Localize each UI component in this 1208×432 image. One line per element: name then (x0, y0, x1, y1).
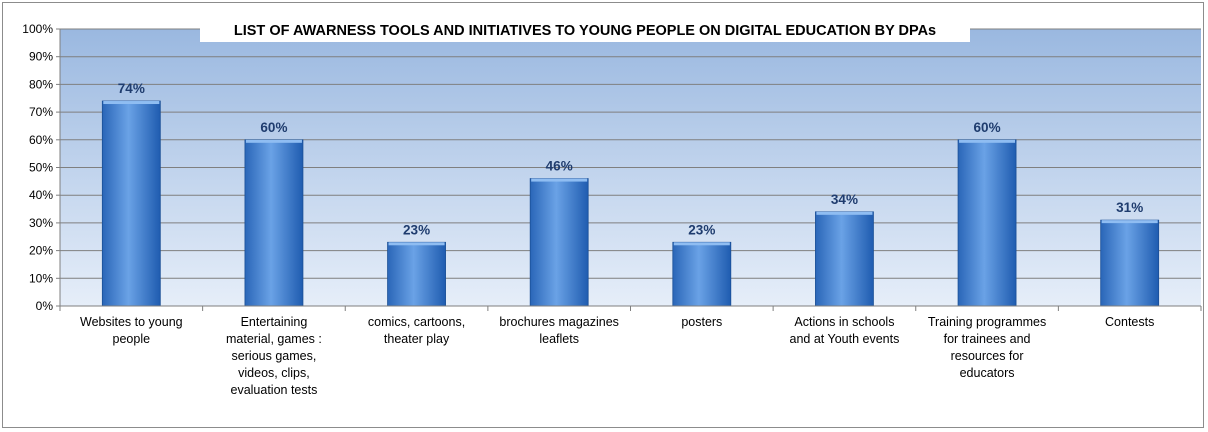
bar-highlight (816, 211, 873, 215)
chart-title: LIST OF AWARNESS TOOLS AND INITIATIVES T… (234, 23, 936, 39)
category-label: Contests (1105, 315, 1154, 329)
bar-highlight (531, 178, 588, 182)
bar (529, 178, 589, 307)
bar (815, 211, 874, 307)
y-tick-label: 10% (29, 271, 53, 285)
bar (1100, 219, 1160, 307)
bar-highlight (1101, 220, 1158, 224)
y-tick-label: 80% (29, 77, 53, 91)
data-label: 60% (974, 120, 1001, 135)
bar-highlight (673, 242, 730, 246)
bar-highlight (245, 139, 302, 143)
bar-highlight (388, 242, 445, 246)
category-label: Websites to young people (80, 315, 183, 346)
bars (101, 100, 1160, 307)
y-axis-ticks: 0% 10% 20% 30% 40% 50% 60% 70% 80% 90% 100% (22, 22, 60, 313)
data-label: 34% (831, 192, 858, 207)
y-tick-label: 50% (29, 161, 53, 175)
bar (101, 100, 161, 307)
y-tick-label: 70% (29, 105, 53, 119)
bar-highlight (103, 101, 160, 105)
bar (387, 241, 446, 307)
category-label: Actions in schools and at Youth events (790, 315, 900, 346)
category-label: brochures magazines leaflets (499, 315, 619, 346)
y-tick-label: 20% (29, 244, 53, 258)
y-tick-label: 90% (29, 50, 53, 64)
x-axis-categories: Websites to young people Entertaining mater… (59, 306, 1202, 397)
data-label: 31% (1116, 200, 1143, 215)
category-label: comics, cartoons, theater play (368, 315, 465, 346)
bar (244, 139, 304, 307)
y-tick-label: 40% (29, 188, 53, 202)
data-label: 46% (546, 159, 573, 174)
bar (957, 139, 1017, 307)
data-label: 74% (118, 81, 145, 96)
y-tick-label: 100% (22, 22, 53, 36)
data-labels: 74% 60% 23% 46% 23% 34% 60% 31% (118, 81, 1143, 237)
data-label: 23% (688, 222, 715, 237)
data-label: 60% (260, 120, 287, 135)
category-label: Training programmes for trainees and resou… (928, 315, 1046, 380)
chart-title-box (200, 18, 970, 42)
category-label: Entertaining material, games : serious gam… (226, 315, 322, 397)
y-tick-label: 0% (36, 299, 54, 313)
bar (672, 241, 732, 307)
data-label: 23% (403, 222, 430, 237)
y-tick-label: 60% (29, 133, 53, 147)
category-label: posters (681, 315, 722, 329)
bar-highlight (959, 139, 1016, 143)
y-tick-label: 30% (29, 216, 53, 230)
